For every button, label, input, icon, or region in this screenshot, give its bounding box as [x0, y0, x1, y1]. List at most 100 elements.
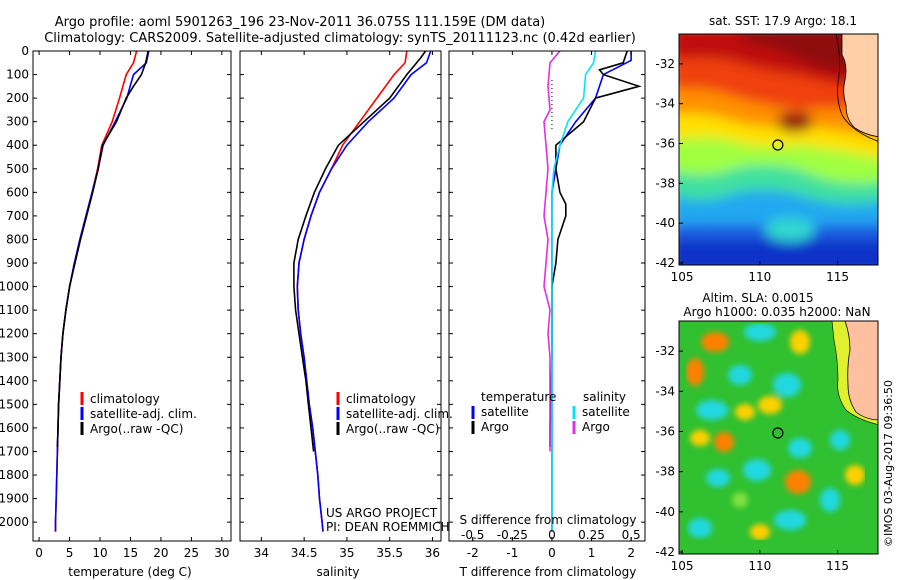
series-line-salinity-2	[293, 50, 427, 452]
lat-tick-label: -32	[655, 57, 675, 71]
imos-credit: ©IMOS 03-Aug-2017 09:36:50	[882, 380, 895, 547]
x-tick-label: 34	[254, 546, 269, 560]
depth-tick-label: 1300	[0, 350, 29, 364]
salinity-x-axis-label: salinity	[316, 565, 359, 579]
sst-map-title: sat. SST: 17.9 Argo: 18.1	[709, 14, 857, 28]
depth-tick-label: 1900	[0, 492, 29, 506]
depth-tick-label: 700	[6, 209, 29, 223]
sla-map-title: Altim. SLA: 0.0015	[702, 291, 813, 305]
series-line-differences-2	[551, 50, 597, 532]
sst-land-australia	[841, 34, 878, 138]
legend-label-temperature-argo: Argo	[481, 420, 509, 434]
x-tick-label: 20	[153, 546, 168, 560]
legend-label-satellite: satellite-adj. clim.	[346, 407, 453, 421]
difference-legend: temperature salinity satellite Argo sate…	[471, 390, 630, 434]
depth-tick-label: 1200	[0, 327, 29, 341]
x-tick-label: 0	[35, 546, 43, 560]
legend-title-salinity: salinity	[583, 390, 626, 404]
lon-tick-label: 115	[826, 270, 849, 284]
depth-axis-ticks: 0 100 200 300 400 500 600 700 800 900 1000 1100 1200…	[0, 44, 231, 529]
series-line-differences-3	[543, 50, 561, 452]
salinity-legend: climatology satellite-adj. clim. Argo(..…	[336, 392, 453, 436]
lat-tick-label: -36	[655, 137, 675, 151]
salinity-axes-frame	[239, 50, 442, 542]
depth-tick-label: 1700	[0, 444, 29, 458]
depth-tick-label: 2000	[0, 515, 29, 529]
legend-label-climatology: climatology	[346, 392, 416, 406]
lat-tick-label: -34	[655, 384, 675, 398]
difference-axis-ticks: -2 -1 0 1 2	[467, 51, 635, 560]
header-line-2: Climatology: CARS2009. Satellite-adjuste…	[44, 31, 636, 46]
sst-shelf-contour	[835, 34, 878, 142]
lat-tick-label: -42	[655, 256, 675, 270]
lon-tick-label: 110	[748, 559, 771, 573]
sla-map-panel: Altim. SLA: 0.0015 Argo h1000: 0.035 h20…	[655, 291, 879, 573]
s-difference-axis-label: S difference from climatology	[460, 513, 637, 527]
sst-map-field	[679, 34, 878, 265]
depth-tick-label: 1400	[0, 374, 29, 388]
legend-label-argo: Argo(..raw -QC)	[90, 422, 183, 436]
s-tick-label: -0.5	[461, 528, 484, 542]
sla-lon-ticks: 105 110 115	[671, 550, 849, 573]
series-line-salinity-0	[296, 50, 408, 532]
sst-map-panel: sat. SST: 17.9 Argo: 18.1 -32-	[655, 14, 879, 284]
legend-title-temperature: temperature	[481, 390, 556, 404]
s-tick-label: 0.5	[622, 528, 641, 542]
x-tick-label: 25	[184, 546, 199, 560]
sla-land-australia	[844, 321, 878, 421]
project-annotation-line-2: PI: DEAN ROEMMICH	[326, 520, 449, 534]
depth-tick-label: 1000	[0, 280, 29, 294]
depth-tick-label: 0	[21, 44, 29, 58]
sst-map-frame	[678, 33, 879, 266]
depth-tick-label: 200	[6, 91, 29, 105]
sst-lat-ticks: -32 -34 -36 -38 -40 -42	[655, 57, 683, 270]
temperature-axes-frame	[32, 50, 232, 542]
x-tick-label: 30	[214, 546, 229, 560]
lon-tick-label: 110	[748, 270, 771, 284]
depth-tick-label: 600	[6, 185, 29, 199]
lat-tick-label: -38	[655, 465, 675, 479]
x-tick-label: 35.5	[376, 546, 403, 560]
temperature-panel: 0100200300400500600700800900100011001200…	[0, 44, 232, 579]
x-tick-label: -2	[467, 546, 479, 560]
salinity-axis-ticks: 34 34.5 35 35.5 36	[254, 51, 440, 560]
legend-label-temperature-satellite: satellite	[481, 405, 529, 419]
lat-tick-label: -40	[655, 505, 675, 519]
temperature-x-axis-label: temperature (deg C)	[68, 565, 191, 579]
series-line-temperature-2	[56, 50, 149, 447]
x-tick-label: 36	[425, 546, 440, 560]
s-difference-tick-labels: -0.5 -0.25 0 0.25 0.5	[461, 528, 641, 542]
x-tick-label: 0	[548, 546, 556, 560]
temperature-legend: climatology satellite-adj. clim. Argo(..…	[80, 392, 197, 436]
salinity-panel: 34 34.5 35 35.5 36 salinity climatology sate…	[239, 50, 453, 579]
sla-map-frame	[678, 320, 879, 555]
x-tick-label: 1	[588, 546, 596, 560]
x-tick-label: 2	[627, 546, 635, 560]
depth-tick-label: 1800	[0, 468, 29, 482]
s-tick-label: 0	[548, 528, 556, 542]
sst-float-marker	[772, 139, 784, 151]
temperature-axis-ticks: 0 5 10 15 20 25 30	[35, 51, 230, 560]
depth-tick-label: 100	[6, 68, 29, 82]
series-line-temperature-0	[54, 50, 138, 532]
x-tick-label: 34.5	[291, 546, 318, 560]
x-tick-label: 10	[92, 546, 107, 560]
depth-tick-label: 400	[6, 138, 29, 152]
depth-tick-label: 1600	[0, 421, 29, 435]
difference-axes-frame	[448, 50, 646, 542]
temperature-plot-area	[54, 50, 150, 532]
lat-tick-label: -34	[655, 97, 675, 111]
project-annotation-line-1: US ARGO PROJECT	[326, 506, 438, 520]
depth-tick-label: 800	[6, 232, 29, 246]
x-tick-label: 15	[123, 546, 138, 560]
lon-tick-label: 105	[671, 270, 694, 284]
legend-label-argo: Argo(..raw -QC)	[346, 422, 439, 436]
salinity-depth-ticks	[240, 50, 441, 523]
salinity-plot-area	[293, 50, 432, 532]
header-line-1: Argo profile: aoml 5901263_196 23-Nov-20…	[55, 15, 546, 30]
sst-lon-ticks: 105 110 115	[671, 261, 849, 284]
series-line-salinity-1	[296, 50, 432, 532]
x-tick-label: -1	[506, 546, 518, 560]
depth-tick-label: 300	[6, 115, 29, 129]
lon-tick-label: 115	[826, 559, 849, 573]
